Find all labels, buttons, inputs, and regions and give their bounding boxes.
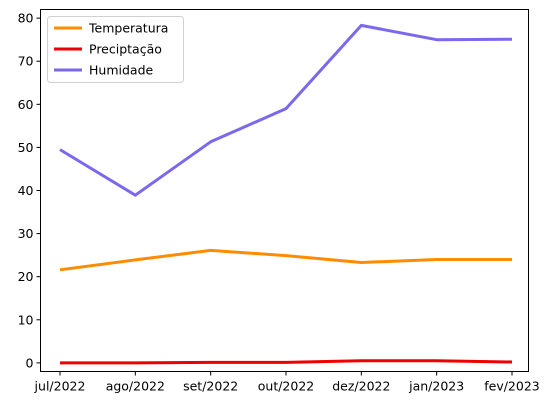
y-tick-label: 80 <box>18 11 34 26</box>
legend-label: Preciptação <box>89 42 162 57</box>
y-tick-label: 70 <box>18 54 34 69</box>
y-tick-label: 40 <box>18 183 34 198</box>
x-tick-label: jul/2022 <box>34 379 86 394</box>
y-tick-label: 50 <box>18 140 34 155</box>
y-tick-label: 30 <box>18 226 34 241</box>
x-tick-label: ago/2022 <box>106 379 165 394</box>
x-tick-label: fev/2023 <box>484 379 540 394</box>
y-tick-label: 10 <box>18 312 34 327</box>
y-axis: 0 10 20 30 40 50 60 70 80 <box>18 11 41 371</box>
x-tick-label: out/2022 <box>258 379 315 394</box>
x-tick-label: set/2022 <box>183 379 238 394</box>
y-tick-label: 20 <box>18 269 34 284</box>
legend-label: Temperatura <box>88 21 168 36</box>
y-tick-label: 0 <box>26 355 34 370</box>
legend-label: Humidade <box>89 63 154 78</box>
x-axis: jul/2022 ago/2022 set/2022 out/2022 dez/2022… <box>34 372 540 394</box>
x-tick-label: dez/2022 <box>332 379 390 394</box>
y-tick-label: 60 <box>18 97 34 112</box>
x-tick-label: jan/2023 <box>408 379 464 394</box>
legend: Temperatura Preciptação Humidade <box>48 17 184 83</box>
